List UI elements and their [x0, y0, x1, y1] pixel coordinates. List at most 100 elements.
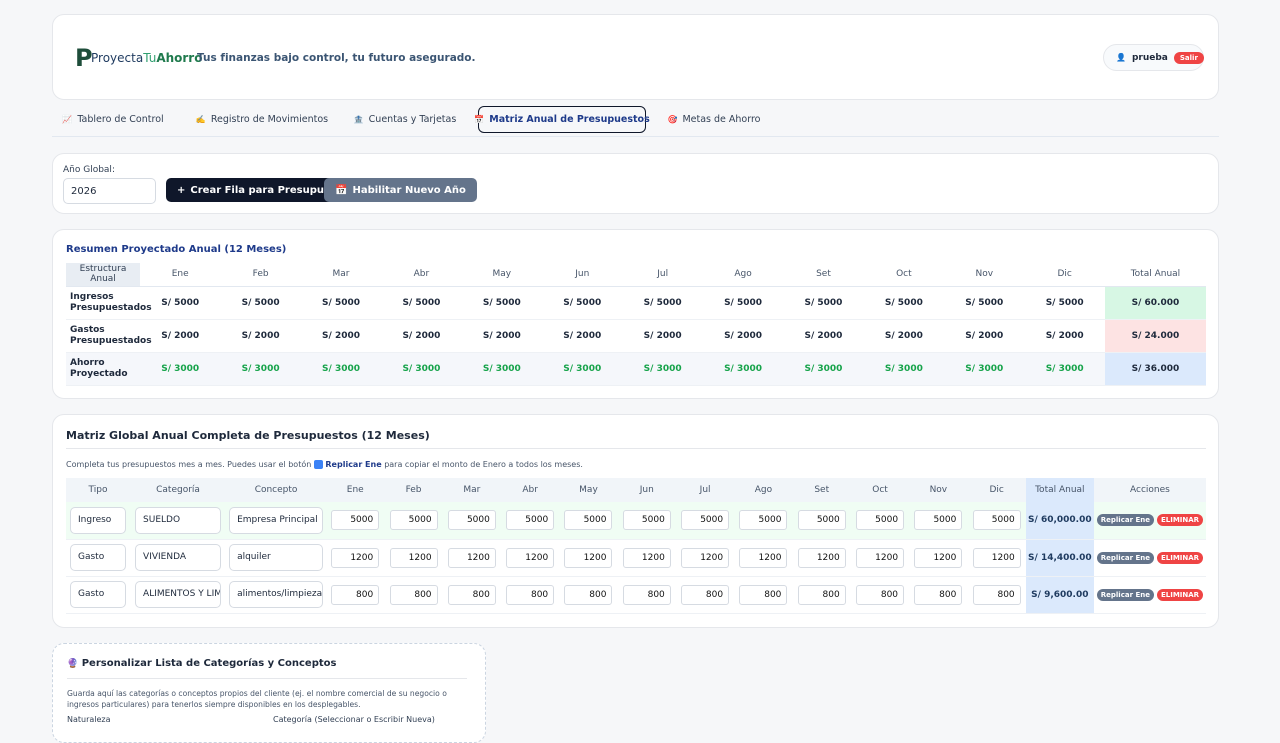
cell: 5000	[675, 502, 735, 540]
summary-cell: S/ 5000	[622, 286, 703, 320]
tipo-input[interactable]: Ingreso	[70, 506, 126, 534]
year-input[interactable]: 2026	[63, 178, 156, 204]
amount-input[interactable]: 5000	[506, 510, 555, 531]
cell: 1200	[617, 539, 676, 577]
replicate-button[interactable]: Replicar Ene	[1096, 551, 1154, 564]
amount-input[interactable]: 1200	[739, 547, 788, 568]
summary-cell: S/ 2000	[622, 319, 703, 353]
amount-input[interactable]: 5000	[739, 510, 788, 531]
summary-cell: S/ 2000	[863, 319, 945, 353]
replicate-button[interactable]: Replicar Ene	[1096, 588, 1154, 601]
header-row: Tipo Categoría Concepto Ene Feb Mar Abr May Jun J…	[66, 478, 1206, 502]
categoria-input[interactable]: VIVIENDA	[135, 544, 222, 571]
new-year-button[interactable]: 📅 Habilitar Nuevo Año	[324, 178, 477, 202]
amount-input[interactable]: 5000	[622, 510, 671, 531]
concepto-input[interactable]: alquiler	[229, 544, 324, 571]
year-label: Año Global:	[63, 165, 115, 175]
delete-button[interactable]: ELIMINAR	[1156, 514, 1204, 527]
amount-input[interactable]: 800	[972, 584, 1021, 605]
header-cell: Abr	[501, 478, 560, 502]
summary-row: Gastos Presupuestados S/ 2000 S/ 2000 S/ 20…	[66, 319, 1206, 353]
delete-button[interactable]: ELIMINAR	[1156, 551, 1204, 564]
logout-button[interactable]: Salir	[1173, 51, 1204, 64]
amount-input[interactable]: 1200	[506, 547, 555, 568]
header-cell: Set	[783, 263, 864, 287]
summary-cell: S/ 3000	[381, 352, 462, 386]
header-cell: Oct	[863, 263, 945, 287]
amount-input[interactable]: 1200	[331, 547, 380, 568]
matrix-card: Matriz Global Anual Completa de Presupue…	[52, 414, 1219, 628]
header-cell: Concepto	[226, 478, 327, 502]
amount-input[interactable]: 1200	[914, 547, 963, 568]
amount-input[interactable]: 5000	[797, 510, 846, 531]
categoria-input[interactable]: SUELDO	[135, 506, 222, 534]
summary-cell: S/ 5000	[702, 286, 784, 320]
concepto-input[interactable]: alimentos/limpieza	[229, 581, 324, 608]
summary-cell: S/ 2000	[300, 319, 382, 353]
nav-tab[interactable]: 🎯 Metas de Ahorro	[664, 106, 764, 133]
cell: 1200	[559, 539, 618, 577]
amount-input[interactable]: 1200	[972, 547, 1021, 568]
header-cell: Dic	[1024, 263, 1105, 287]
logo-part: Proyecta	[91, 51, 144, 65]
amount-input[interactable]: 1200	[564, 547, 613, 568]
nav-label: Matriz Anual de Presupuestos	[489, 114, 650, 125]
amount-input[interactable]: 800	[389, 584, 438, 605]
cell: Ingreso	[66, 502, 131, 540]
amount-input[interactable]: 5000	[972, 510, 1021, 531]
summary-cell: S/ 2000	[1024, 319, 1105, 353]
amount-input[interactable]: 800	[914, 584, 963, 605]
cell: 5000	[617, 502, 676, 540]
custom-icon: 🔮	[67, 659, 79, 669]
summary-cell: S/ 2000	[542, 319, 623, 353]
amount-input[interactable]: 800	[331, 584, 380, 605]
amount-input[interactable]: 5000	[856, 510, 905, 531]
tipo-input[interactable]: Gasto	[70, 544, 126, 571]
nav-tab[interactable]: ✍️ Registro de Movimientos	[192, 106, 332, 133]
amount-input[interactable]: 5000	[681, 510, 730, 531]
amount-input[interactable]: 1200	[447, 547, 496, 568]
amount-input[interactable]: 5000	[389, 510, 438, 531]
amount-input[interactable]: 1200	[681, 547, 730, 568]
amount-input[interactable]: 1200	[856, 547, 905, 568]
cell: 1200	[967, 539, 1026, 577]
actions: Replicar Ene ELIMINAR	[1093, 502, 1206, 540]
amount-input[interactable]: 800	[564, 584, 613, 605]
amount-input[interactable]: 1200	[389, 547, 438, 568]
amount-input[interactable]: 800	[622, 584, 671, 605]
amount-input[interactable]: 1200	[797, 547, 846, 568]
tipo-input[interactable]: Gasto	[70, 581, 126, 608]
summary-cell: S/ 2000	[783, 319, 864, 353]
custom-card: 🔮 Personalizar Lista de Categorías y Con…	[52, 643, 486, 743]
summary-cell: S/ 5000	[944, 286, 1025, 320]
cell: VIVIENDA	[130, 539, 227, 577]
calendar-icon: 📅	[335, 184, 348, 196]
concepto-input[interactable]: Empresa Principal	[229, 506, 324, 534]
amount-input[interactable]: 5000	[447, 510, 496, 531]
replicate-button[interactable]: Replicar Ene	[1096, 514, 1154, 527]
amount-input[interactable]: 800	[797, 584, 846, 605]
amount-input[interactable]: 800	[681, 584, 730, 605]
amount-input[interactable]: 5000	[564, 510, 613, 531]
cell: 5000	[384, 502, 443, 540]
amount-input[interactable]: 5000	[914, 510, 963, 531]
cell: 5000	[909, 502, 968, 540]
amount-input[interactable]: 1200	[622, 547, 671, 568]
amount-input[interactable]: 800	[447, 584, 496, 605]
nav-tab[interactable]: 📈 Tablero de Control	[52, 106, 174, 133]
amount-input[interactable]: 800	[739, 584, 788, 605]
amount-input[interactable]: 800	[856, 584, 905, 605]
amount-input[interactable]: 5000	[331, 510, 380, 531]
nav-tab[interactable]: 🏦 Cuentas y Tarjetas	[350, 106, 460, 133]
nav-tab[interactable]: 📅 Matriz Anual de Presupuestos	[474, 106, 650, 133]
new-year-label: Habilitar Nuevo Año	[352, 184, 466, 196]
logo-part: Ahorro	[156, 51, 203, 65]
tagline: Tus finanzas bajo control, tu futuro ase…	[197, 52, 476, 64]
delete-button[interactable]: ELIMINAR	[1156, 588, 1204, 601]
summary-cell: S/ 60.000	[1104, 286, 1206, 320]
amount-input[interactable]: 800	[506, 584, 555, 605]
cell: 5000	[734, 502, 793, 540]
categoria-input[interactable]: ALIMENTOS Y LIMPIEZA	[135, 581, 222, 608]
body: P ProyectaTuAhorro Tus finanzas bajo con…	[52, 14, 1219, 743]
summary-cell: S/ 3000	[542, 352, 623, 386]
